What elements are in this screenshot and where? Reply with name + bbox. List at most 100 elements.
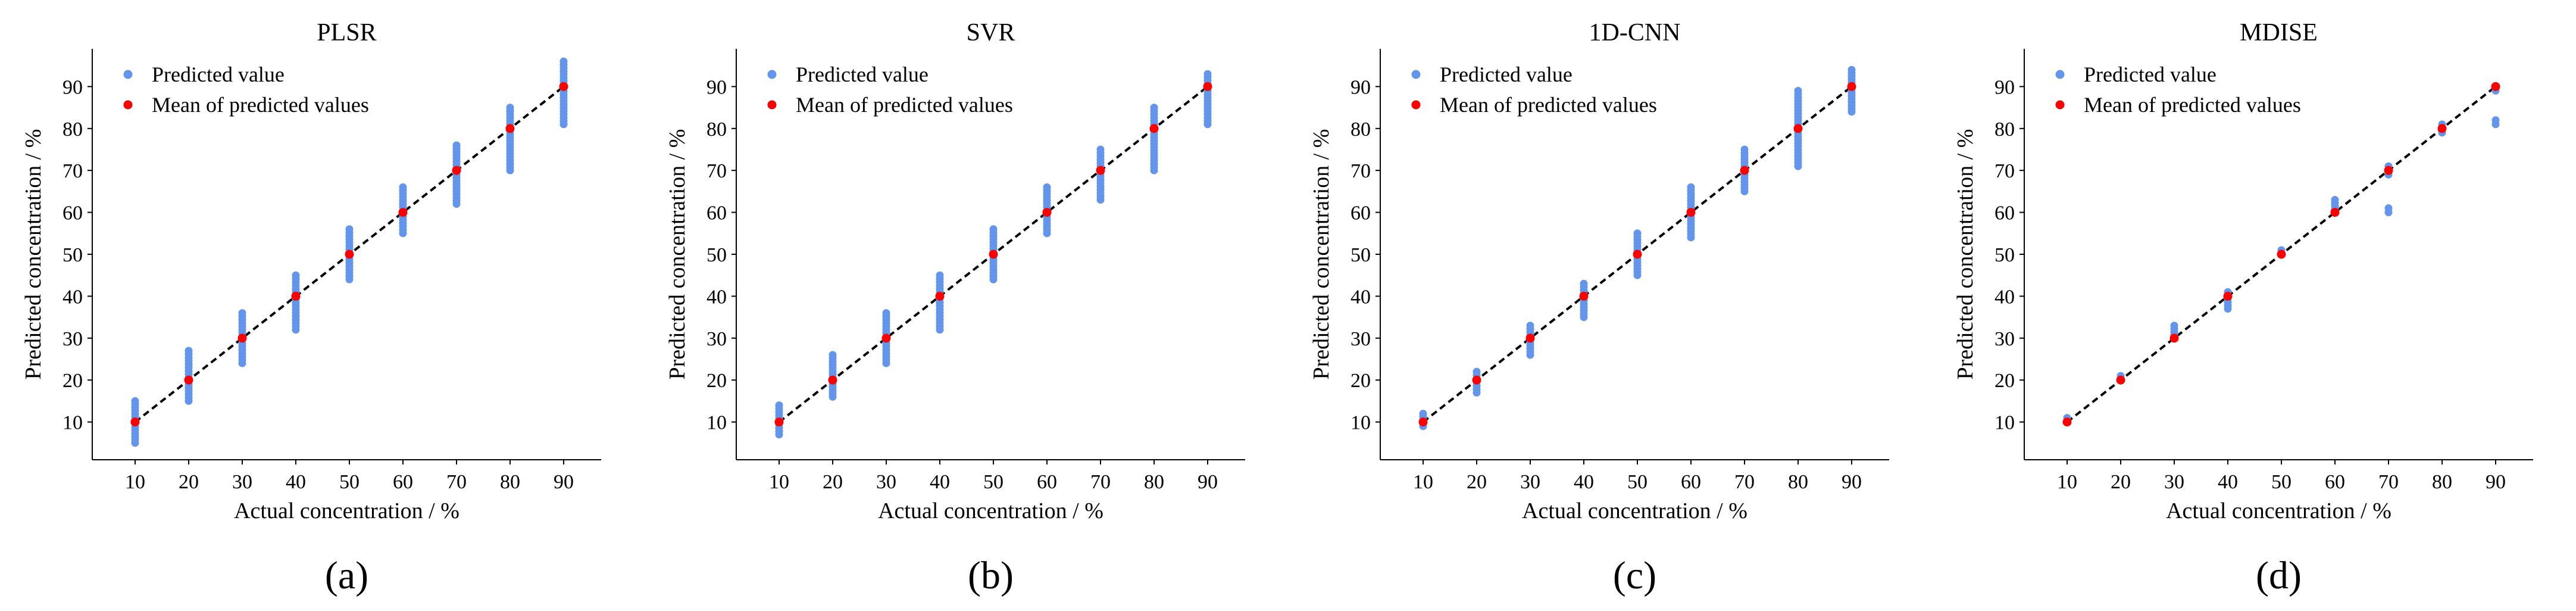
mean-point xyxy=(1579,291,1589,301)
x-tick-label: 30 xyxy=(2164,471,2184,493)
x-tick-label: 40 xyxy=(1574,471,1594,493)
mean-point xyxy=(1203,82,1212,91)
y-tick-label: 20 xyxy=(706,370,727,392)
predicted-point xyxy=(1203,70,1212,78)
legend-label-mean: Mean of predicted values xyxy=(1440,93,1657,117)
x-tick-label: 50 xyxy=(1627,471,1647,493)
mean-point xyxy=(505,124,515,133)
x-tick-label: 50 xyxy=(983,471,1003,493)
mean-point xyxy=(2223,291,2233,301)
y-tick-label: 40 xyxy=(706,286,727,308)
predicted-point xyxy=(1794,86,1802,95)
x-axis-label: Actual concentration / % xyxy=(1522,498,1747,523)
y-tick-label: 40 xyxy=(1350,286,1371,308)
x-tick-label: 90 xyxy=(2486,471,2506,493)
predicted-point xyxy=(1740,145,1749,154)
y-tick-label: 50 xyxy=(1994,244,2015,266)
x-tick-label: 60 xyxy=(393,471,413,493)
y-tick-label: 40 xyxy=(62,286,83,308)
y-tick-label: 10 xyxy=(1350,412,1371,434)
x-tick-label: 50 xyxy=(2271,471,2291,493)
mean-point xyxy=(1042,208,1052,217)
y-tick-label: 90 xyxy=(62,76,83,98)
y-tick-label: 60 xyxy=(1350,202,1371,225)
mean-point xyxy=(989,250,998,259)
y-tick-label: 70 xyxy=(1994,160,2015,182)
y-axis-label: Predicted concentration / % xyxy=(1309,129,1334,379)
x-tick-label: 80 xyxy=(2432,471,2452,493)
predicted-point xyxy=(1526,322,1534,330)
x-tick-label: 90 xyxy=(1842,471,1862,493)
x-tick-label: 40 xyxy=(286,471,306,493)
x-axis-label: Actual concentration / % xyxy=(878,498,1103,523)
predicted-point xyxy=(2170,322,2178,330)
x-tick-label: 10 xyxy=(769,471,789,493)
panel-label: (c) xyxy=(1613,554,1656,597)
y-tick-label: 70 xyxy=(706,160,727,182)
legend-marker-mean xyxy=(123,100,133,110)
predicted-point xyxy=(185,347,193,355)
y-tick-label: 20 xyxy=(1994,370,2015,392)
x-tick-label: 20 xyxy=(179,471,199,493)
x-tick-label: 30 xyxy=(232,471,252,493)
x-tick-label: 30 xyxy=(876,471,896,493)
y-tick-label: 50 xyxy=(62,244,83,266)
x-tick-label: 20 xyxy=(2111,471,2131,493)
legend-label-predicted: Predicted value xyxy=(2084,63,2217,86)
predicted-point xyxy=(1633,229,1642,238)
chart-panel-2: SVR 10 20 30 40 50 60 70 80 90 10 20 30 40 50 60 70 80 90 A… xyxy=(665,19,1245,597)
y-tick-label: 80 xyxy=(1350,119,1371,141)
y-tick-label: 20 xyxy=(62,370,83,392)
x-axis-label: Actual concentration / % xyxy=(234,498,459,523)
x-tick-label: 10 xyxy=(2057,471,2077,493)
legend: Predicted value Mean of predicted values xyxy=(767,63,1013,117)
panel-label: (a) xyxy=(325,554,368,597)
panel-label: (b) xyxy=(968,554,1014,597)
predicted-point xyxy=(1580,279,1588,288)
legend-label-predicted: Predicted value xyxy=(1440,63,1573,86)
y-axis-label: Predicted concentration / % xyxy=(665,129,690,379)
y-tick-label: 70 xyxy=(1350,160,1371,182)
predicted-point xyxy=(882,309,890,317)
mean-point xyxy=(881,333,891,343)
x-tick-label: 90 xyxy=(554,471,574,493)
legend-label-predicted: Predicted value xyxy=(796,63,929,86)
predicted-point xyxy=(345,225,354,233)
x-tick-label: 80 xyxy=(1144,471,1164,493)
mean-point xyxy=(2491,82,2500,91)
legend-label-mean: Mean of predicted values xyxy=(796,93,1013,117)
chart-title: SVR xyxy=(967,19,1015,46)
mean-point xyxy=(2062,417,2072,427)
y-tick-label: 60 xyxy=(706,202,727,225)
predicted-point xyxy=(2491,116,2500,124)
x-tick-label: 90 xyxy=(1198,471,1218,493)
mean-point xyxy=(130,417,140,427)
mean-point xyxy=(345,250,354,259)
legend: Predicted value Mean of predicted values xyxy=(1411,63,1657,117)
x-tick-label: 30 xyxy=(1520,471,1540,493)
mean-point xyxy=(1740,166,1749,175)
predicted-point xyxy=(131,397,139,405)
legend-label-predicted: Predicted value xyxy=(152,63,285,86)
mean-point xyxy=(2277,250,2286,259)
x-tick-label: 40 xyxy=(2218,471,2238,493)
mean-point xyxy=(237,333,247,343)
y-tick-label: 10 xyxy=(62,412,83,434)
predicted-point xyxy=(2384,204,2393,213)
legend: Predicted value Mean of predicted values xyxy=(123,63,369,117)
mean-point xyxy=(1525,333,1535,343)
predicted-point xyxy=(399,183,407,191)
mean-point xyxy=(2169,333,2179,343)
predicted-point xyxy=(989,225,998,233)
x-tick-label: 60 xyxy=(2325,471,2345,493)
predicted-point xyxy=(292,271,300,279)
mean-point xyxy=(2330,208,2340,217)
x-tick-label: 50 xyxy=(339,471,359,493)
y-tick-label: 30 xyxy=(1994,328,2015,350)
y-tick-label: 30 xyxy=(1350,328,1371,350)
legend-marker-predicted xyxy=(767,70,777,79)
x-tick-label: 20 xyxy=(823,471,843,493)
predicted-point xyxy=(559,57,568,66)
chart-title: PLSR xyxy=(317,19,376,46)
x-tick-label: 60 xyxy=(1037,471,1057,493)
